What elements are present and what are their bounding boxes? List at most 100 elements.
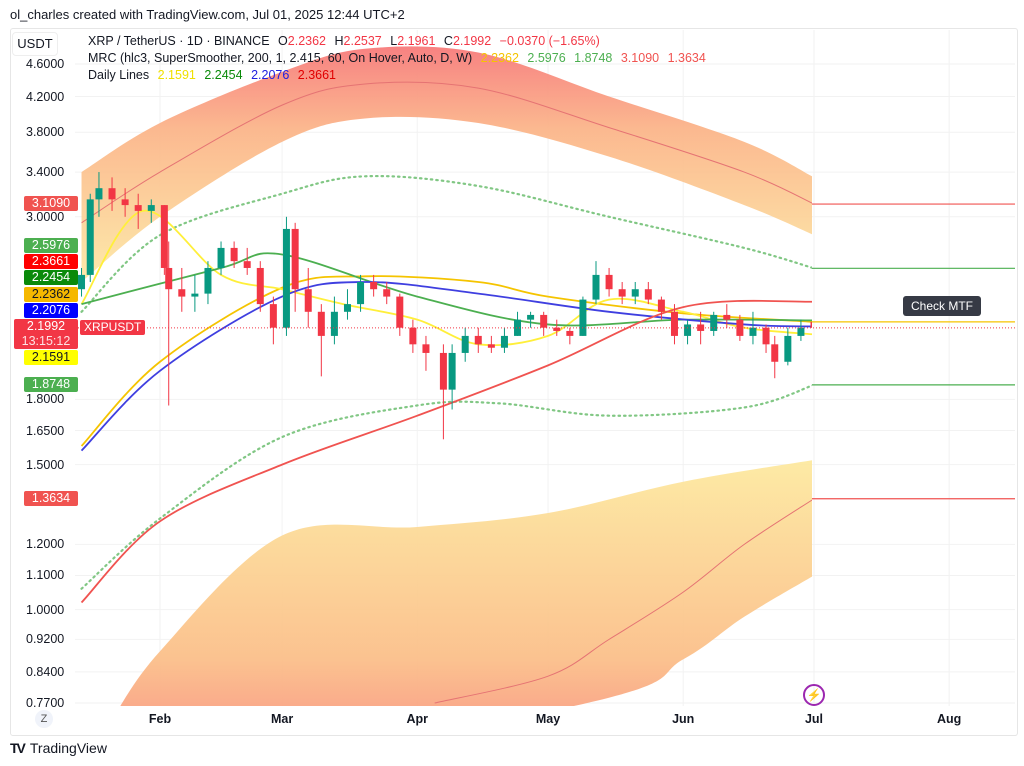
candle-body [134,205,142,211]
price-tick: 1.0000 [26,602,65,617]
candle [243,247,251,275]
candle [710,311,718,336]
candle-body [579,299,587,336]
mrc-upper-inner-line [80,174,812,313]
auto-scale-button[interactable]: Z [35,710,53,728]
candle-body [500,335,508,348]
badge-mrc-upper-inner: 2.5976 [24,238,78,253]
check-mtf-tooltip: Check MTF [903,296,981,316]
candle [771,335,779,379]
badge-daily-red: 2.3661 [24,254,78,269]
lightning-icon[interactable]: ⚡ [803,684,825,706]
candle [697,311,705,345]
candle-body [191,293,199,297]
candle-body [108,188,116,200]
candle [527,311,535,328]
badge-mrc-upper-outer: 3.1090 [24,196,78,211]
candle [797,319,805,341]
mrc-mean-line [80,275,812,447]
candle [291,222,299,312]
price-tick: 0.8400 [26,664,65,679]
candle [605,267,613,297]
candle-body [684,324,692,336]
upper-band [81,46,812,282]
chart-credit: ol_charles created with TradingView.com,… [10,7,405,22]
candle [670,304,678,345]
time-tick: Jun [672,712,695,726]
candle-body [383,289,391,297]
candle [108,177,116,211]
chart-frame [10,28,1018,736]
time-tick: Aug [937,712,962,726]
badge-daily-green: 2.2454 [24,270,78,285]
candle [165,241,173,406]
candle-body [487,344,495,348]
candles[interactable] [78,172,817,440]
candle-body [605,274,613,290]
daily-lines-name: Daily Lines [88,68,150,82]
candle-body [749,327,757,336]
candle-body [644,289,652,300]
candle [749,311,757,345]
candle-body [439,352,447,390]
candle-body [618,289,626,297]
candle-body [736,319,744,336]
candle-body [697,324,705,331]
candle-body [474,335,482,345]
candle [256,261,264,312]
indicator-lines [80,174,812,604]
candle [282,216,290,336]
candle [217,241,225,275]
candle-body [422,344,430,353]
candle-body [797,327,805,336]
candle-body [317,311,325,336]
tradingview-logo-icon: TV [10,740,26,756]
candle [330,296,338,345]
candle-body [370,281,378,290]
badge-daily-blue: 2.2076 [24,303,78,318]
lower-band-midline [434,499,812,704]
price-tick: 1.5000 [26,457,65,472]
mrc-legend[interactable]: MRC (hlc3, SuperSmoother, 200, 1, 2.415,… [88,51,711,65]
candle-body [330,311,338,336]
badge-mrc-mean: 2.2362 [24,287,78,302]
candle [736,314,744,341]
candle [396,293,404,336]
daily-yellow-value: 2.1591 [157,68,196,82]
price-tick: 1.8000 [26,392,65,407]
candle-body [357,281,365,305]
mrc-upper-inner-value: 2.5976 [527,51,566,65]
symbol-name: XRP / TetherUS · 1D · BINANCE [88,34,270,48]
candle [553,319,561,336]
badge-mrc-lower-inner: 1.8748 [24,377,78,392]
candle [178,267,186,312]
candle [461,327,469,362]
price-tick: 3.8000 [26,125,65,140]
candle-body [217,247,225,268]
time-tick: Mar [270,712,294,726]
ohlc-close: C2.1992 [443,34,492,48]
candle [204,261,212,305]
candle [383,281,391,305]
candle-body [121,199,129,206]
ohlc-low: L2.1961 [390,34,436,48]
candle [304,267,312,328]
candle [592,261,600,305]
candle [487,335,495,353]
candle-body [566,330,574,336]
candle-body [710,314,718,331]
candle-body [723,314,731,320]
daily-red-value: 2.3661 [297,68,337,82]
tradingview-logo[interactable]: TV TradingView [10,740,107,756]
currency-unit[interactable]: USDT [12,32,58,56]
daily-lines-legend[interactable]: Daily Lines 2.1591 2.2454 2.2076 2.3661 [88,68,341,82]
daily-blue-value: 2.2076 [251,68,290,82]
price-tick: 3.0000 [26,209,65,224]
candle [474,327,482,353]
candle [160,205,168,275]
symbol-legend[interactable]: XRP / TetherUS · 1D · BINANCE O2.2362 H2… [88,34,605,48]
candle-body [553,327,561,331]
candle [134,193,142,229]
price-tick: 4.2000 [26,89,65,104]
